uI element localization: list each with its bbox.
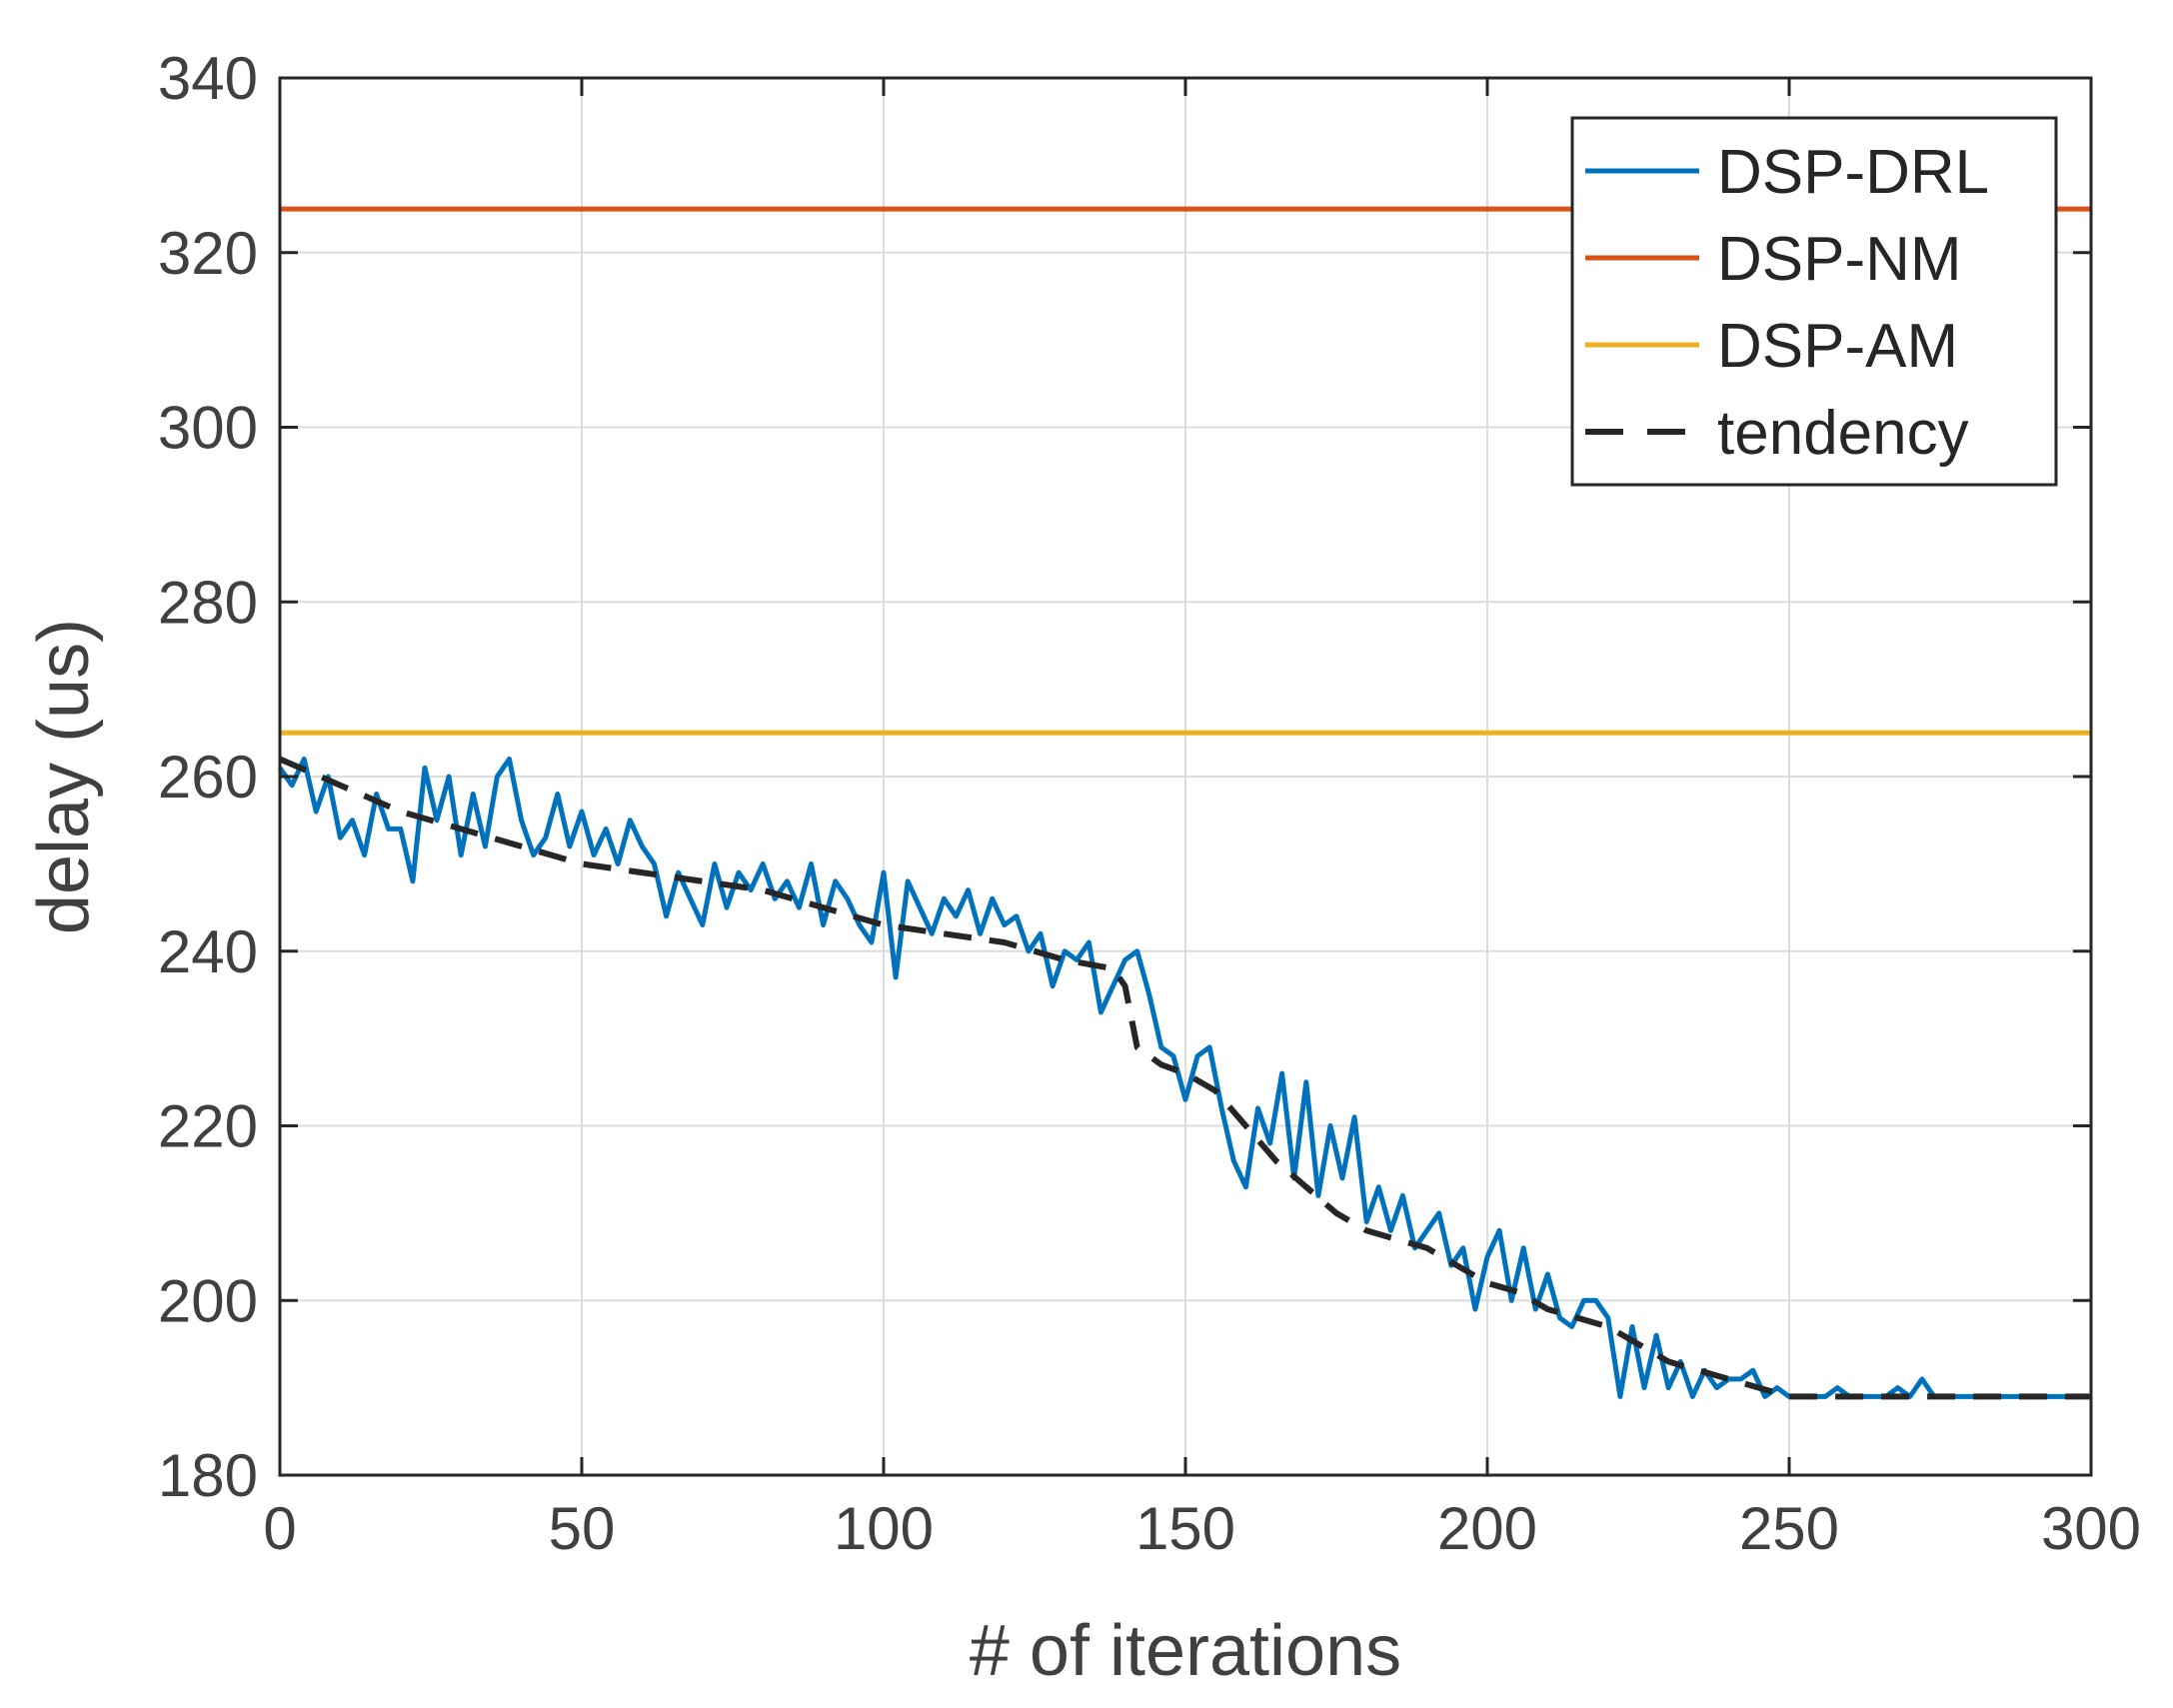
x-tick-label: 300	[2041, 1495, 2141, 1562]
y-tick-label: 340	[158, 45, 258, 112]
y-tick-label: 300	[158, 395, 258, 462]
x-axis-label: # of iterations	[970, 1611, 1401, 1691]
ticks: 0 50 100 150 200 250 300 180 200 220 240 260 280 300 3…	[158, 45, 2141, 1562]
series-line-dsp-drl	[277, 757, 2091, 1399]
y-axis-label: delay (us)	[24, 619, 104, 934]
y-tick-label: 240	[158, 918, 258, 985]
legend-box	[1570, 116, 2058, 487]
x-tick-label: 0	[263, 1495, 296, 1562]
legend-label: tendency	[1717, 399, 1969, 468]
legend-label: DSP-DRL	[1717, 138, 1989, 207]
x-tick-label: 150	[1135, 1495, 1235, 1562]
y-tick-label: 180	[158, 1442, 258, 1509]
y-tick-label: 200	[158, 1267, 258, 1334]
x-tick-label: 200	[1437, 1495, 1537, 1562]
legend: DSP-DRL DSP-NM DSP-AM tendency	[1570, 116, 2058, 487]
y-tick-label: 260	[158, 744, 258, 811]
series-line-tendency	[278, 756, 2091, 1400]
legend-label: DSP-AM	[1717, 312, 1958, 381]
x-tick-label: 50	[549, 1495, 616, 1562]
legend-label: DSP-NM	[1717, 225, 1962, 294]
x-tick-label: 250	[1739, 1495, 1839, 1562]
y-tick-label: 280	[158, 569, 258, 636]
y-tick-label: 220	[158, 1093, 258, 1160]
x-tick-label: 100	[834, 1495, 934, 1562]
y-tick-label: 320	[158, 220, 258, 287]
